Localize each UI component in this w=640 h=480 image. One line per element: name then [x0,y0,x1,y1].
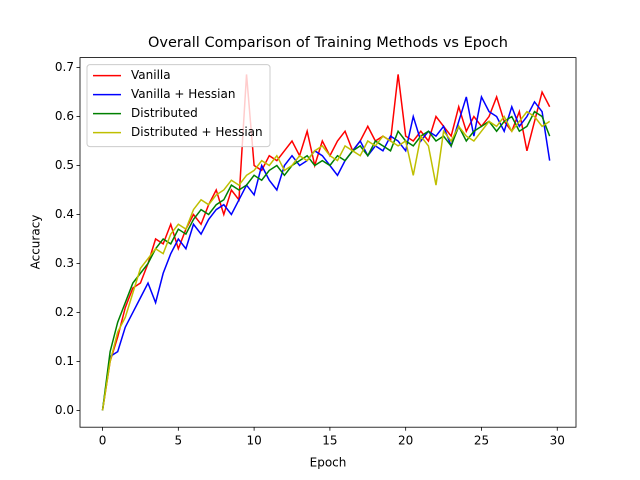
x-tick-label: 5 [175,434,183,448]
legend-label: Distributed + Hessian [131,125,263,139]
plot-frame [79,57,577,428]
x-tick-label: 15 [322,434,337,448]
y-tick-label: 0.5 [55,158,74,172]
y-tick-label: 0.2 [55,305,74,319]
y-tick-label: 0.7 [55,60,74,74]
x-tick-label: 30 [550,434,565,448]
legend-label: Vanilla [131,68,171,82]
y-tick-label: 0.6 [55,109,74,123]
x-tick-label: 20 [398,434,413,448]
chart-title: Overall Comparison of Training Methods v… [148,35,508,51]
series-line [101,110,551,411]
series-line [101,110,551,411]
y-tick-label: 0.1 [55,354,74,368]
y-tick-label: 0.4 [55,207,74,221]
y-tick-label: 0.3 [55,256,74,270]
y-tick-label: 0.0 [55,403,74,417]
x-tick-label: 0 [99,434,107,448]
legend-label: Distributed [131,106,198,120]
x-tick-label: 25 [474,434,489,448]
legend-box [86,64,271,148]
x-tick-label: 10 [246,434,261,448]
x-axis-label: Epoch [310,456,347,470]
legend-label: Vanilla + Hessian [131,87,235,101]
y-axis-label: Accuracy [29,215,43,270]
series-line [101,74,551,411]
